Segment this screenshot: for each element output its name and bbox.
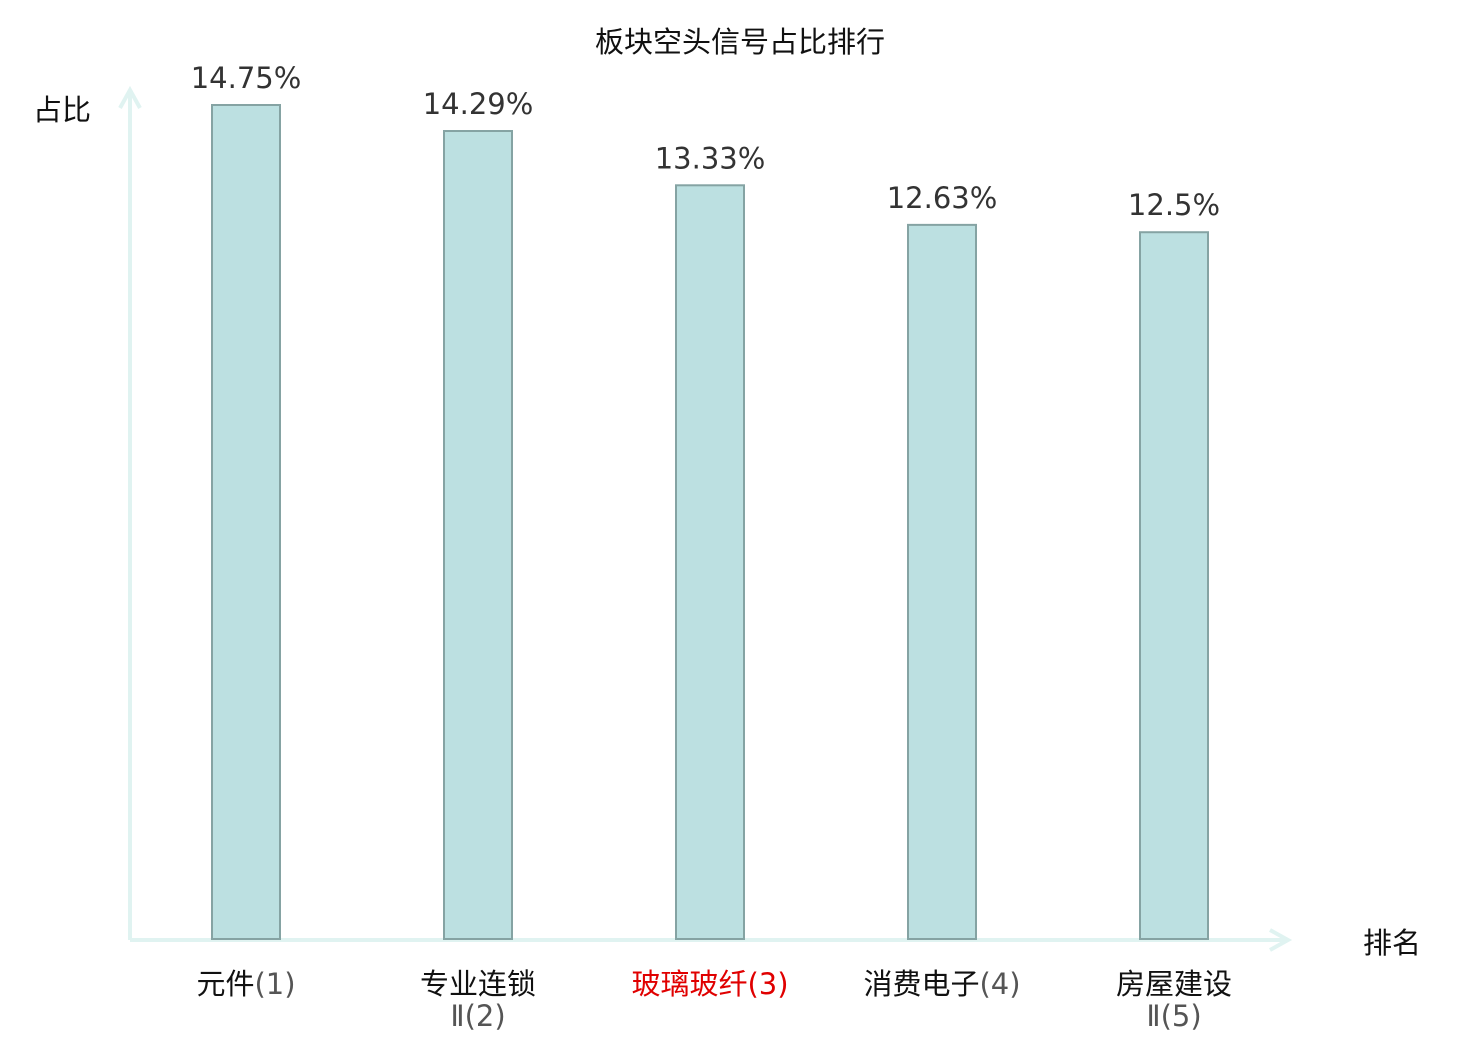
x-tick-name: 玻璃玻纤 — [631, 967, 747, 1001]
x-tick-name: 消费电子 — [863, 967, 979, 1001]
x-tick-suffix: Ⅱ — [450, 999, 464, 1033]
x-axis-label: 排名 — [1363, 926, 1421, 960]
x-tick-suffix: Ⅱ — [1146, 999, 1160, 1033]
data-label: 13.33% — [655, 141, 766, 175]
x-tick-label: 元件(1) — [196, 967, 295, 1001]
data-label: 14.29% — [423, 87, 534, 121]
y-axis-arrowhead — [118, 85, 142, 109]
bar — [443, 130, 513, 940]
x-tick-rank: (3) — [747, 967, 788, 1001]
x-tick-rank: (1) — [254, 967, 295, 1001]
x-tick-label: 专业连锁 — [420, 967, 536, 1001]
y-axis — [118, 85, 142, 940]
bar — [907, 223, 977, 941]
bar — [211, 104, 281, 940]
x-tick-label-line2: Ⅱ(5) — [1146, 999, 1201, 1033]
x-tick-label: 玻璃玻纤(3) — [631, 967, 788, 1001]
data-label: 14.75% — [191, 61, 302, 95]
bar — [675, 184, 745, 941]
x-tick-label: 房屋建设 — [1116, 967, 1232, 1001]
bars: 14.75%元件(1)14.29%专业连锁Ⅱ(2)13.33%玻璃玻纤(3)12… — [191, 61, 1232, 1033]
x-tick-rank: (5) — [1161, 999, 1202, 1033]
x-tick-name: 专业连锁 — [420, 967, 536, 1001]
y-axis-label: 占比 — [33, 93, 91, 127]
bar — [1139, 231, 1209, 940]
x-tick-name: 房屋建设 — [1116, 967, 1232, 1001]
x-tick-label-line2: Ⅱ(2) — [450, 999, 505, 1033]
x-tick-rank: (4) — [979, 967, 1020, 1001]
x-tick-rank: (2) — [465, 999, 506, 1033]
data-label: 12.63% — [887, 181, 998, 215]
x-axis-arrowhead — [1269, 928, 1293, 952]
chart-title: 板块空头信号占比排行 — [595, 25, 885, 59]
x-tick-label: 消费电子(4) — [863, 967, 1020, 1001]
x-tick-name: 元件 — [196, 967, 254, 1001]
data-label: 12.5% — [1128, 188, 1220, 222]
